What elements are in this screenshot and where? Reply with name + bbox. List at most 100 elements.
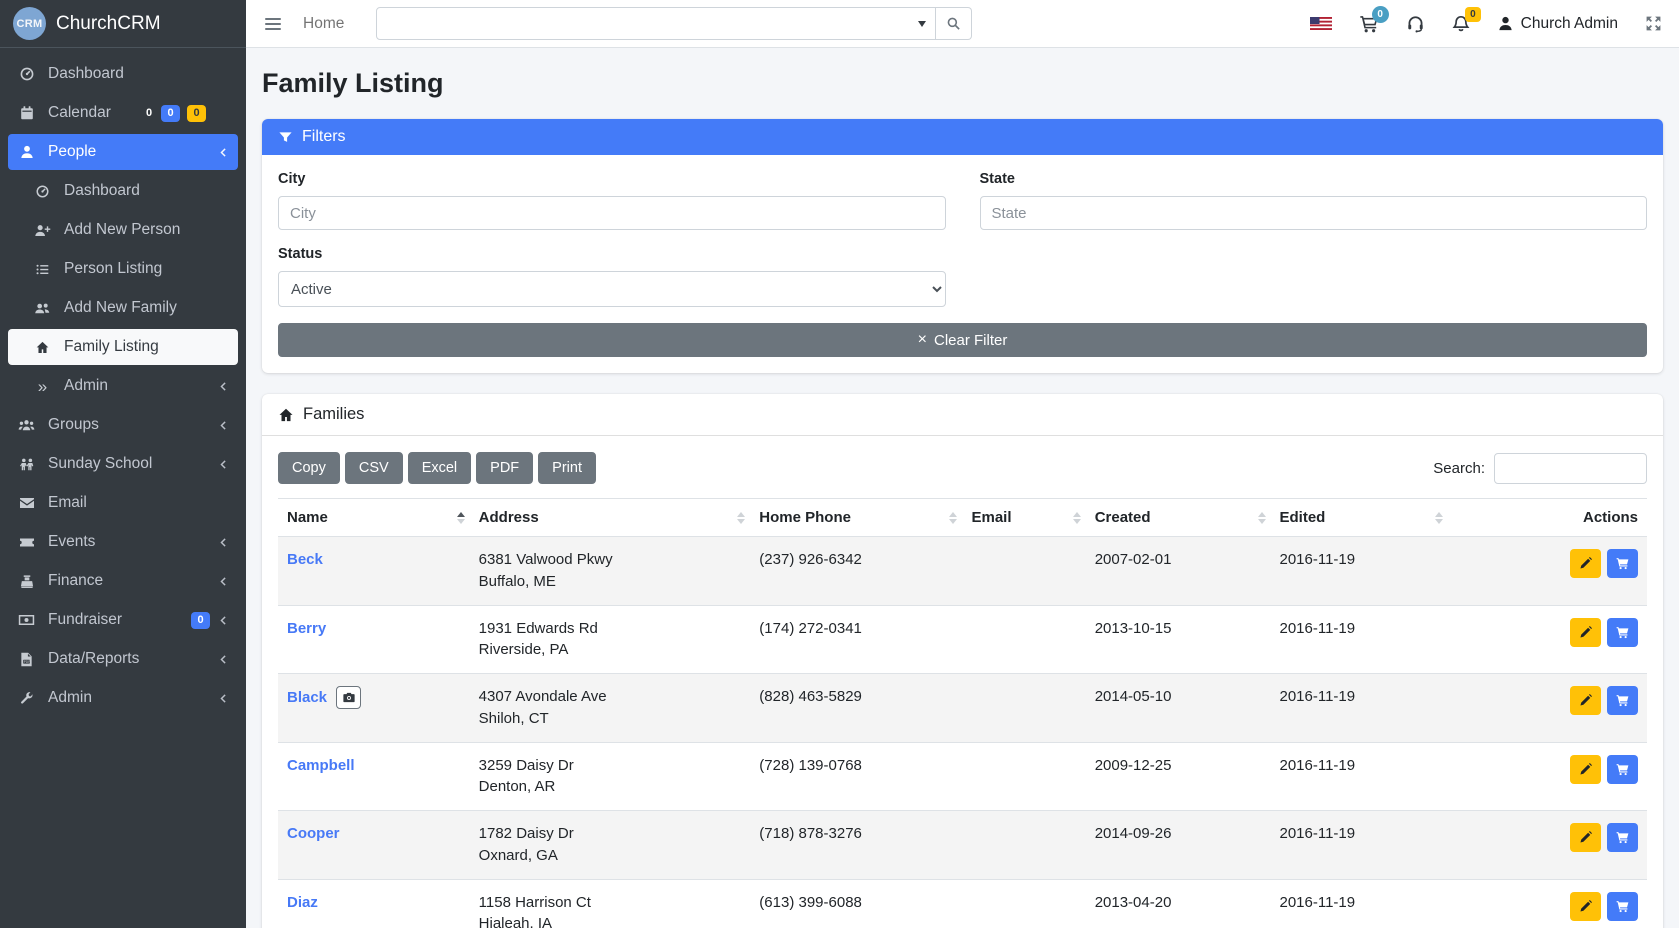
column-header-name[interactable]: Name <box>278 499 470 537</box>
column-header-home-phone[interactable]: Home Phone <box>750 499 962 537</box>
csv-button[interactable]: CSV <box>345 452 403 484</box>
cart-family-button[interactable] <box>1607 755 1638 784</box>
pdf-button[interactable]: PDF <box>476 452 533 484</box>
sidebar-item-finance[interactable]: Finance <box>8 563 238 599</box>
sidebar-item-people-dashboard[interactable]: Dashboard <box>8 173 238 209</box>
email-cell <box>962 674 1085 743</box>
svg-text:PDF: PDF <box>24 659 30 663</box>
sidebar-item-people[interactable]: People <box>8 134 238 170</box>
users-icon <box>32 301 53 316</box>
cart-family-button[interactable] <box>1607 686 1638 715</box>
home-icon <box>32 340 53 355</box>
sidebar-item-label: Dashboard <box>64 182 140 200</box>
global-search-button[interactable] <box>936 7 972 40</box>
file-pdf-icon: PDF <box>16 652 37 667</box>
us-flag-icon <box>1310 17 1332 30</box>
sidebar-item-family-listing[interactable]: Family Listing <box>8 329 238 365</box>
state-input[interactable] <box>980 196 1648 230</box>
table-row: Black 4307 Avondale AveShiloh, CT (828) … <box>278 674 1647 743</box>
cart-family-button[interactable] <box>1607 823 1638 852</box>
table-search-input[interactable] <box>1494 453 1647 484</box>
column-header-address[interactable]: Address <box>470 499 751 537</box>
sidebar-item-calendar[interactable]: Calendar 0 0 0 <box>8 95 238 131</box>
language-flag-button[interactable] <box>1310 17 1332 30</box>
sidebar-item-events[interactable]: Events <box>8 524 238 560</box>
edit-family-button[interactable] <box>1570 892 1601 921</box>
sidebar-item-fundraiser[interactable]: Fundraiser 0 <box>8 602 238 638</box>
pencil-icon <box>1579 694 1592 707</box>
column-header-email[interactable]: Email <box>962 499 1085 537</box>
children-icon <box>16 457 37 472</box>
sidebar-item-data-reports[interactable]: PDF Data/Reports <box>8 641 238 677</box>
notifications-button[interactable]: 0 <box>1452 15 1470 33</box>
sidebar-item-sunday-school[interactable]: Sunday School <box>8 446 238 482</box>
status-select[interactable]: Active <box>278 271 946 307</box>
sidebar-item-add-new-person[interactable]: Add New Person <box>8 212 238 248</box>
user-menu[interactable]: Church Admin <box>1497 15 1618 33</box>
brand[interactable]: CRM ChurchCRM <box>0 0 246 48</box>
sidebar-item-add-new-family[interactable]: Add New Family <box>8 290 238 326</box>
sort-icon <box>457 512 465 524</box>
families-title: Families <box>303 405 364 424</box>
cart-button[interactable]: 0 <box>1359 15 1379 33</box>
print-button[interactable]: Print <box>538 452 596 484</box>
global-search <box>376 7 972 40</box>
shopping-cart-icon <box>1616 694 1629 707</box>
column-header-created[interactable]: Created <box>1086 499 1271 537</box>
filter-icon <box>278 130 293 145</box>
support-button[interactable] <box>1406 15 1425 33</box>
sidebar-menu: Dashboard Calendar 0 0 0 People Dashboar… <box>0 48 246 727</box>
family-link[interactable]: Diaz <box>287 892 318 914</box>
filters-title: Filters <box>302 128 346 146</box>
clear-filter-button[interactable]: × Clear Filter <box>278 323 1647 357</box>
phone-cell: (237) 926-6342 <box>750 537 962 606</box>
cart-family-button[interactable] <box>1607 618 1638 647</box>
cart-count-badge: 0 <box>1372 6 1389 23</box>
edited-cell: 2016-11-19 <box>1271 674 1449 743</box>
cart-family-button[interactable] <box>1607 549 1638 578</box>
calendar-badge-blue: 0 <box>161 105 180 122</box>
sidebar-item-label: Person Listing <box>64 260 162 278</box>
sidebar-item-groups[interactable]: Groups <box>8 407 238 443</box>
sidebar-item-label: Email <box>48 494 87 512</box>
sidebar-item-person-listing[interactable]: Person Listing <box>8 251 238 287</box>
family-link[interactable]: Cooper <box>287 823 340 845</box>
sidebar: CRM ChurchCRM Dashboard Calendar 0 0 0 P… <box>0 0 246 928</box>
family-link[interactable]: Beck <box>287 549 323 571</box>
city-input[interactable] <box>278 196 946 230</box>
hamburger-menu-icon[interactable] <box>263 14 283 34</box>
money-bill-icon <box>16 614 37 626</box>
address-cell: 3259 Daisy DrDenton, AR <box>470 742 751 811</box>
cart-family-button[interactable] <box>1607 892 1638 921</box>
phone-cell: (718) 878-3276 <box>750 811 962 880</box>
table-toolbar: Copy CSV Excel PDF Print Search: <box>278 452 1647 484</box>
edited-cell: 2016-11-19 <box>1271 742 1449 811</box>
table-search: Search: <box>1433 453 1647 484</box>
edit-family-button[interactable] <box>1570 755 1601 784</box>
family-link[interactable]: Black <box>287 687 327 709</box>
sort-icon <box>949 512 957 524</box>
edit-family-button[interactable] <box>1570 549 1601 578</box>
home-link[interactable]: Home <box>303 15 344 33</box>
fullscreen-button[interactable] <box>1645 15 1662 32</box>
filters-header[interactable]: Filters <box>262 119 1663 155</box>
page-content: Family Listing Filters City State <box>246 48 1679 928</box>
user-group-icon <box>16 418 37 433</box>
family-link[interactable]: Campbell <box>287 755 355 777</box>
family-photo-badge[interactable] <box>336 686 361 709</box>
column-header-edited[interactable]: Edited <box>1271 499 1449 537</box>
edit-family-button[interactable] <box>1570 823 1601 852</box>
sidebar-item-dashboard[interactable]: Dashboard <box>8 56 238 92</box>
sidebar-item-email[interactable]: Email <box>8 485 238 521</box>
edit-family-button[interactable] <box>1570 618 1601 647</box>
edit-family-button[interactable] <box>1570 686 1601 715</box>
chevron-left-icon <box>217 458 230 471</box>
excel-button[interactable]: Excel <box>408 452 471 484</box>
family-link[interactable]: Berry <box>287 618 326 640</box>
table-header-row: Name Address Home Phone Email Created Ed… <box>278 499 1647 537</box>
copy-button[interactable]: Copy <box>278 452 340 484</box>
sidebar-item-admin[interactable]: Admin <box>8 680 238 716</box>
column-header-actions: Actions <box>1448 499 1647 537</box>
sidebar-item-people-admin[interactable]: » Admin <box>8 368 238 404</box>
global-search-input[interactable] <box>376 7 936 40</box>
